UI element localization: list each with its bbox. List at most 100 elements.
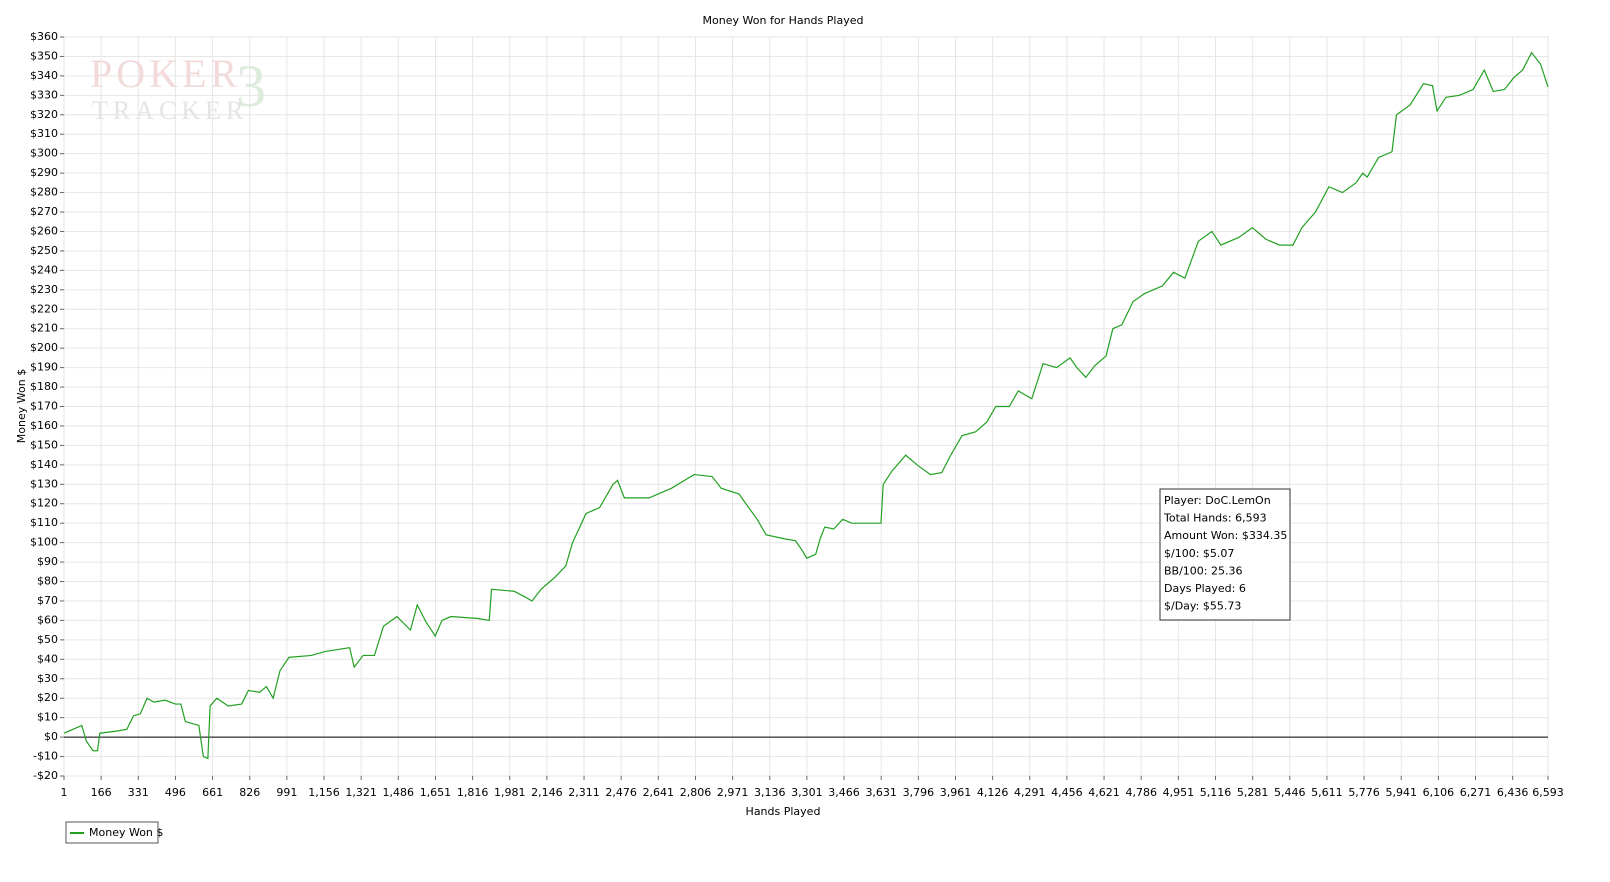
info-line: Amount Won: $334.35 xyxy=(1164,529,1287,542)
data-line xyxy=(63,51,1549,760)
x-tick-label: 5,776 xyxy=(1348,786,1380,799)
x-tick-label: 6,436 xyxy=(1497,786,1529,799)
x-tick-label: 3,466 xyxy=(828,786,860,799)
y-tick-label: $100 xyxy=(30,536,58,549)
x-tick-label: 2,971 xyxy=(717,786,749,799)
y-tick-label: $170 xyxy=(30,400,58,413)
y-tick-label: $140 xyxy=(30,458,58,471)
x-tick-label: 2,806 xyxy=(680,786,712,799)
y-tick-label: $340 xyxy=(30,69,58,82)
y-tick-label: $200 xyxy=(30,341,58,354)
y-tick-label: $90 xyxy=(37,555,58,568)
y-tick-label: $80 xyxy=(37,575,58,588)
y-tick-label: $290 xyxy=(30,166,58,179)
y-tick-label: $300 xyxy=(30,147,58,160)
legend-label: Money Won $ xyxy=(89,826,163,839)
y-tick-label: $190 xyxy=(30,361,58,374)
info-line: Player: DoC.LemOn xyxy=(1164,494,1271,507)
y-tick-label: $350 xyxy=(30,49,58,62)
x-tick-label: 4,291 xyxy=(1014,786,1046,799)
watermark-line1: POKER xyxy=(90,51,241,96)
y-tick-label: $360 xyxy=(30,30,58,43)
x-tick-label: 1,486 xyxy=(383,786,415,799)
x-tick-label: 3,631 xyxy=(865,786,897,799)
legend-box xyxy=(65,821,159,844)
x-tick-label: 1,321 xyxy=(345,786,377,799)
info-line: Total Hands: 6,593 xyxy=(1163,512,1267,525)
chart-title: Money Won for Hands Played xyxy=(703,14,864,27)
y-tick-label: $160 xyxy=(30,419,58,432)
x-tick-label: 1,816 xyxy=(457,786,489,799)
y-tick-label: $50 xyxy=(37,633,58,646)
y-tick-label: $70 xyxy=(37,594,58,607)
x-tick-label: 166 xyxy=(91,786,112,799)
x-tick-label: 331 xyxy=(128,786,149,799)
y-tick-label: $10 xyxy=(37,711,58,724)
info-line: $/Day: $55.73 xyxy=(1164,600,1241,613)
y-tick-label: $330 xyxy=(30,88,58,101)
x-tick-label: 4,456 xyxy=(1051,786,1083,799)
x-tick-label: 6,593 xyxy=(1532,786,1564,799)
x-tick-label: 6,106 xyxy=(1423,786,1455,799)
x-tick-label: 6,271 xyxy=(1460,786,1492,799)
y-tick-label: $110 xyxy=(30,516,58,529)
legend: Money Won $ xyxy=(65,821,163,844)
y-tick-label: $240 xyxy=(30,263,58,276)
info-box-frame xyxy=(1159,488,1291,621)
x-tick-label: 661 xyxy=(202,786,223,799)
x-tick-label: 496 xyxy=(165,786,186,799)
y-tick-label: $40 xyxy=(37,652,58,665)
x-tick-label: 5,446 xyxy=(1274,786,1306,799)
x-tick-label: 5,611 xyxy=(1311,786,1343,799)
x-tick-label: 1 xyxy=(61,786,68,799)
x-tick-label: 826 xyxy=(239,786,260,799)
watermark-mark: 3 xyxy=(236,53,266,119)
x-tick-label: 1,156 xyxy=(308,786,340,799)
y-tick-label: $0 xyxy=(44,730,58,743)
x-tick-label: 4,126 xyxy=(977,786,1009,799)
y-tick-label: -$10 xyxy=(33,750,58,763)
x-tick-label: 2,476 xyxy=(605,786,637,799)
y-tick-label: $270 xyxy=(30,205,58,218)
watermark-line2: TRACKER xyxy=(92,96,248,125)
y-tick-label: $220 xyxy=(30,302,58,315)
info-box: Player: DoC.LemOn Total Hands: 6,593 Amoun… xyxy=(1159,488,1291,621)
y-tick-label: $250 xyxy=(30,244,58,257)
x-tick-label: 1,981 xyxy=(494,786,526,799)
y-tick-label: $180 xyxy=(30,380,58,393)
x-tick-label: 4,786 xyxy=(1125,786,1157,799)
x-tick-label: 4,621 xyxy=(1088,786,1120,799)
info-line: BB/100: 25.36 xyxy=(1164,564,1243,577)
y-tick-label: $30 xyxy=(37,672,58,685)
y-axis-label: Money Won $ xyxy=(15,369,28,443)
x-tick-label: 4,951 xyxy=(1163,786,1195,799)
y-tick-label: $260 xyxy=(30,224,58,237)
x-tick-label: 991 xyxy=(276,786,297,799)
y-tick-label: $280 xyxy=(30,186,58,199)
info-line: Days Played: 6 xyxy=(1164,582,1246,595)
x-axis-label: Hands Played xyxy=(746,805,821,818)
y-tick-label: $310 xyxy=(30,127,58,140)
info-line: $/100: $5.07 xyxy=(1164,547,1234,560)
x-tick-label: 2,311 xyxy=(568,786,600,799)
y-tick-label: $320 xyxy=(30,108,58,121)
x-tick-label: 5,941 xyxy=(1385,786,1417,799)
x-tick-label: 3,136 xyxy=(754,786,786,799)
y-tick-label: $60 xyxy=(37,613,58,626)
y-tick-label: $130 xyxy=(30,477,58,490)
x-tick-label: 5,281 xyxy=(1237,786,1269,799)
x-tick-label: 3,961 xyxy=(940,786,972,799)
y-tick-label: $120 xyxy=(30,497,58,510)
x-tick-label: 2,146 xyxy=(531,786,563,799)
x-tick-label: 3,796 xyxy=(903,786,935,799)
x-tick-label: 2,641 xyxy=(643,786,675,799)
y-tick-label: -$20 xyxy=(33,769,58,782)
y-tick-label: $150 xyxy=(30,438,58,451)
x-tick-label: 3,301 xyxy=(791,786,823,799)
y-tick-label: $230 xyxy=(30,283,58,296)
x-tick-label: 1,651 xyxy=(420,786,452,799)
y-tick-label: $20 xyxy=(37,691,58,704)
y-tick-label: $210 xyxy=(30,322,58,335)
x-tick-label: 5,116 xyxy=(1200,786,1232,799)
